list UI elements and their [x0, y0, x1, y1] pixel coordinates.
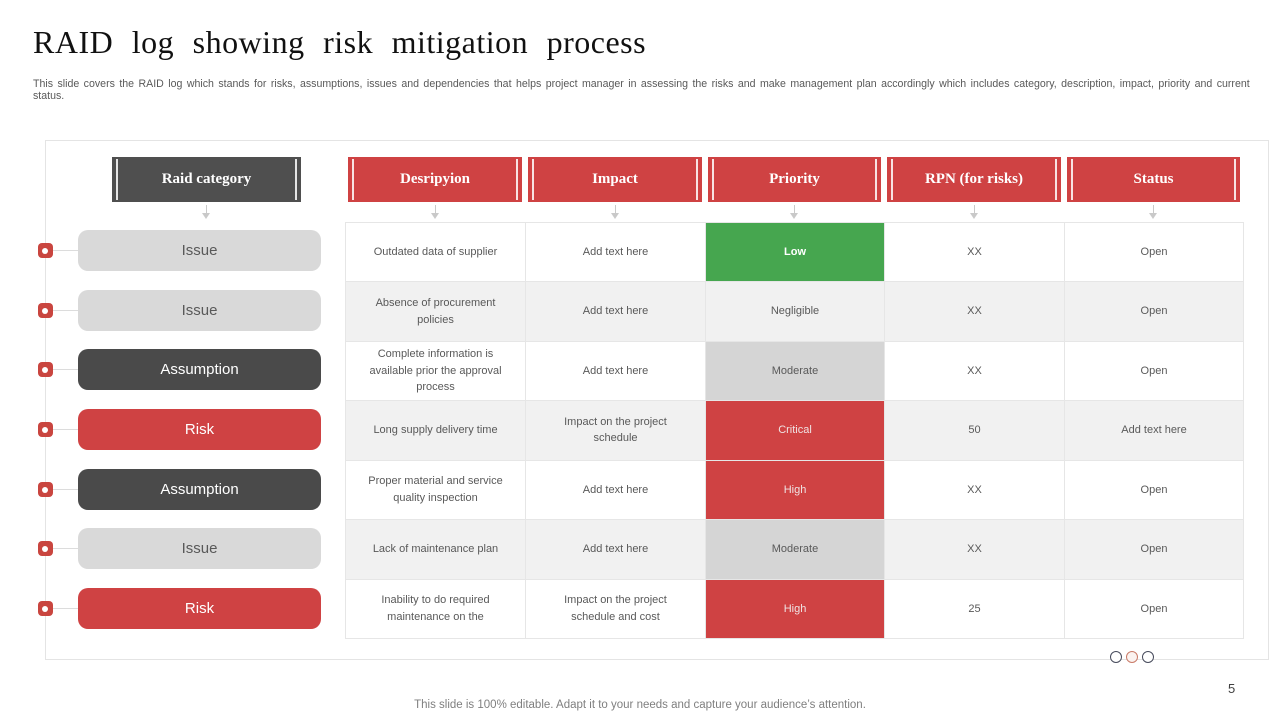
header-raid-category-label: Raid category: [161, 171, 252, 187]
cell-status: Open: [1065, 341, 1244, 402]
cell-status: Open: [1065, 460, 1244, 521]
raid-table: Outdated data of supplier Add text here …: [345, 222, 1244, 639]
arrow-down-icon: [1147, 205, 1159, 219]
header-status-label: Status: [1133, 171, 1174, 187]
cell-impact: Impact on the project schedule and cost: [526, 579, 706, 639]
connector-node-icon: [38, 601, 53, 616]
arrow-down-icon: [788, 205, 800, 219]
cell-priority: Moderate: [706, 341, 885, 402]
cell-impact: Impact on the project schedule: [526, 401, 706, 461]
page-subtitle: This slide covers the RAID log which sta…: [33, 78, 1250, 102]
connector-line: [53, 489, 78, 490]
connector-node-icon: [38, 303, 53, 318]
cell-rpn: XX: [885, 520, 1065, 580]
cell-description: Complete information is available prior …: [346, 341, 526, 402]
category-item-issue: Issue: [78, 290, 321, 331]
header-description-label: Desripyion: [399, 171, 470, 187]
header-impact: Impact: [528, 157, 702, 202]
cell-rpn: 25: [885, 579, 1065, 639]
connector-node-icon: [38, 243, 53, 258]
cell-impact: Add text here: [526, 460, 706, 521]
cell-description: Lack of maintenance plan: [346, 520, 526, 580]
header-impact-label: Impact: [592, 171, 638, 187]
page-number: 5: [1228, 681, 1236, 696]
cell-status: Open: [1065, 282, 1244, 342]
header-priority: Priority: [708, 157, 881, 202]
pagination-dot[interactable]: [1110, 651, 1122, 663]
cell-rpn: XX: [885, 282, 1065, 342]
cell-impact: Add text here: [526, 223, 706, 283]
connector-node-icon: [38, 422, 53, 437]
category-item-issue: Issue: [78, 528, 321, 569]
category-item-risk: Risk: [78, 588, 321, 629]
cell-description: Outdated data of supplier: [346, 223, 526, 283]
header-priority-label: Priority: [769, 171, 820, 187]
pagination-dot[interactable]: [1142, 651, 1154, 663]
cell-description: Absence of procurement policies: [346, 282, 526, 342]
cell-rpn: XX: [885, 223, 1065, 283]
cell-impact: Add text here: [526, 520, 706, 580]
connector-line: [53, 250, 78, 251]
cell-status: Open: [1065, 520, 1244, 580]
cell-priority: High: [706, 460, 885, 521]
cell-description: Long supply delivery time: [346, 401, 526, 461]
cell-rpn: XX: [885, 460, 1065, 521]
connector-line: [53, 608, 78, 609]
cell-status: Open: [1065, 579, 1244, 639]
connector-node-icon: [38, 541, 53, 556]
arrow-down-icon: [200, 205, 212, 219]
arrow-down-icon: [429, 205, 441, 219]
cell-impact: Add text here: [526, 341, 706, 402]
arrow-down-icon: [968, 205, 980, 219]
footer-note: This slide is 100% editable. Adapt it to…: [414, 699, 866, 711]
cell-priority: Moderate: [706, 520, 885, 580]
header-raid-category: Raid category: [112, 157, 301, 202]
cell-rpn: XX: [885, 341, 1065, 402]
cell-status: Add text here: [1065, 401, 1244, 461]
header-rpn-label: RPN (for risks): [924, 171, 1024, 187]
cell-priority: Low: [706, 223, 885, 283]
cell-priority: Negligible: [706, 282, 885, 342]
connector-line: [53, 310, 78, 311]
category-item-issue: Issue: [78, 230, 321, 271]
cell-description: Proper material and service quality insp…: [346, 460, 526, 521]
header-description: Desripyion: [348, 157, 522, 202]
connector-node-icon: [38, 362, 53, 377]
connector-line: [53, 369, 78, 370]
connector-node-icon: [38, 482, 53, 497]
connector-line: [53, 429, 78, 430]
category-item-assumption: Assumption: [78, 349, 321, 390]
pagination: [1110, 651, 1154, 663]
connector-line: [53, 548, 78, 549]
page-title: RAID log showing risk mitigation process: [33, 24, 647, 60]
pagination-dot-active[interactable]: [1126, 651, 1138, 663]
arrow-down-icon: [609, 205, 621, 219]
category-item-risk: Risk: [78, 409, 321, 450]
cell-priority: High: [706, 579, 885, 639]
header-rpn: RPN (for risks): [887, 157, 1061, 202]
cell-impact: Add text here: [526, 282, 706, 342]
cell-description: Inability to do required maintenance on …: [346, 579, 526, 639]
category-item-assumption: Assumption: [78, 469, 321, 510]
cell-status: Open: [1065, 223, 1244, 283]
cell-priority: Critical: [706, 401, 885, 461]
header-status: Status: [1067, 157, 1240, 202]
cell-rpn: 50: [885, 401, 1065, 461]
